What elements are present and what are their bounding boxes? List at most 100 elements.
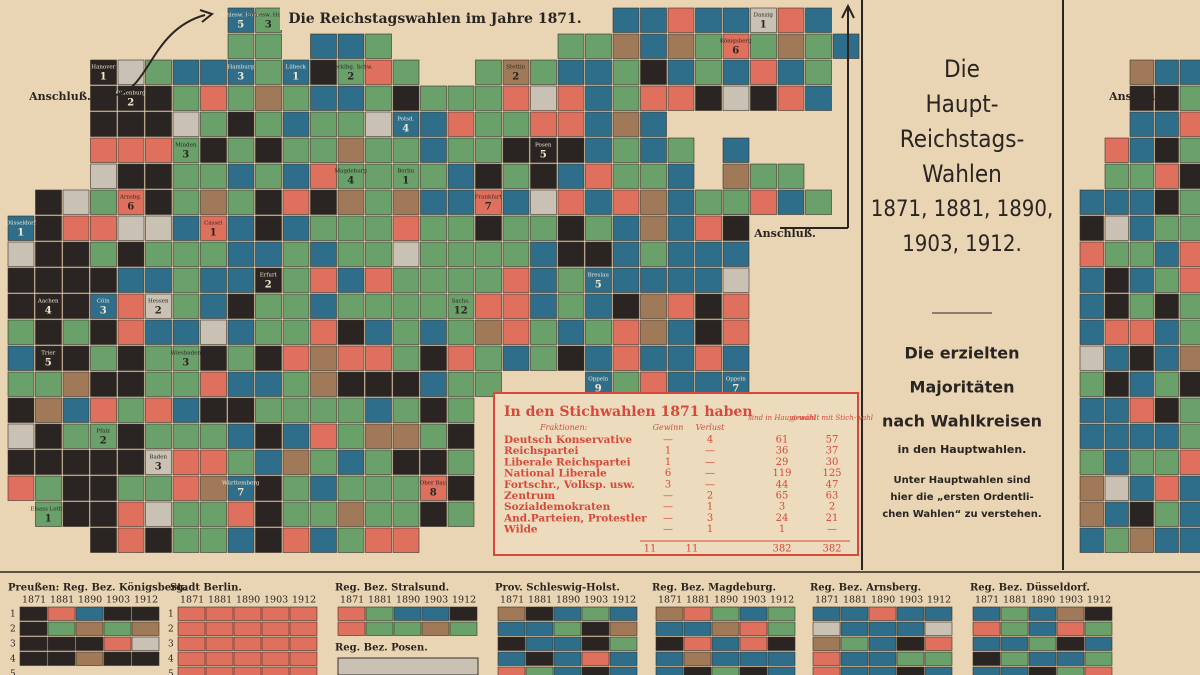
district-cell	[337, 293, 365, 319]
district-cell	[35, 397, 62, 423]
district-cell	[35, 241, 62, 267]
cell-number: 2	[127, 98, 134, 109]
region-cell	[924, 666, 953, 675]
table-cell: 6	[665, 468, 671, 479]
region-year: 1871	[22, 595, 46, 606]
panel-subtitle: Majoritäten	[910, 378, 1015, 397]
panel-note: chen Wahlen“ zu verstehen.	[882, 509, 1041, 520]
district-cell	[117, 189, 145, 215]
district-cell	[117, 371, 145, 397]
district-cell	[1079, 319, 1104, 345]
region-name: Reg. Bez. Posen.	[335, 643, 428, 654]
district-cell	[365, 293, 392, 319]
district-cell	[35, 215, 62, 241]
district-cell	[172, 293, 200, 319]
table-cell: 36	[776, 446, 789, 457]
district-cell	[1104, 137, 1129, 163]
region-cell	[261, 636, 290, 651]
district-cell	[722, 189, 750, 215]
district-cell	[255, 371, 282, 397]
district-cell	[1129, 371, 1154, 397]
district-cell	[1179, 475, 1200, 501]
district-cell	[750, 189, 777, 215]
district-cell	[35, 293, 62, 319]
district-cell	[640, 241, 667, 267]
region-cell	[739, 666, 768, 675]
district-cell	[365, 501, 392, 527]
district-cell	[585, 111, 612, 137]
region-cell	[683, 666, 712, 675]
district-cell	[640, 267, 667, 293]
district-cell	[365, 371, 392, 397]
region-cell	[840, 636, 869, 651]
region-cell	[497, 636, 526, 651]
district-cell	[667, 319, 695, 345]
district-cell	[7, 319, 35, 345]
district-cell	[502, 59, 530, 85]
region-cell	[421, 606, 450, 621]
cell-number: 4	[347, 176, 354, 187]
district-cell	[35, 371, 62, 397]
district-cell	[502, 215, 530, 241]
region-cell	[655, 621, 684, 636]
region-cell	[1056, 621, 1085, 636]
district-cell	[392, 215, 420, 241]
district-cell	[1129, 241, 1154, 267]
district-cell	[7, 423, 35, 449]
cell-label: Ober Bay.	[420, 481, 447, 487]
region-cell	[553, 606, 582, 621]
district-cell	[365, 319, 392, 345]
cell-number: 1	[760, 20, 767, 31]
district-cell	[502, 137, 530, 163]
district-cell	[612, 319, 640, 345]
table-cell: —	[663, 524, 673, 535]
district-cell	[585, 33, 612, 59]
district-cell	[145, 423, 172, 449]
district-cell	[282, 397, 310, 423]
region-cell	[609, 621, 638, 636]
region-cell	[525, 651, 554, 666]
district-cell	[117, 59, 145, 85]
row-number: 3	[10, 640, 16, 650]
cell-number: 5	[45, 358, 52, 369]
district-cell	[282, 215, 310, 241]
district-cell	[255, 33, 282, 59]
district-cell	[722, 85, 750, 111]
district-cell	[35, 345, 62, 371]
region-cell	[47, 651, 76, 666]
region-cell	[1084, 666, 1113, 675]
region-cell	[75, 621, 104, 636]
district-cell	[1179, 501, 1200, 527]
district-cell	[695, 85, 722, 111]
district-cell	[392, 163, 420, 189]
district-cell	[447, 319, 475, 345]
district-cell	[612, 267, 640, 293]
cell-label: Schlesw. Holst.	[247, 13, 290, 19]
district-cell	[255, 163, 282, 189]
table-total: 382	[822, 544, 841, 555]
district-cell	[90, 189, 117, 215]
district-cell	[1154, 371, 1179, 397]
district-cell	[392, 475, 420, 501]
region-cell	[75, 651, 104, 666]
region-year: 1903	[1059, 595, 1083, 606]
district-cell	[200, 449, 227, 475]
district-cell	[35, 423, 62, 449]
region-year: 1871	[180, 595, 204, 606]
district-cell	[557, 189, 585, 215]
region-cell	[711, 636, 740, 651]
district-cell	[420, 293, 447, 319]
region-name: Reg. Bez. Stralsund.	[335, 583, 449, 594]
district-cell	[227, 137, 255, 163]
district-cell	[420, 241, 447, 267]
cell-label: Hamburg	[227, 65, 254, 71]
region-cell	[261, 666, 290, 675]
district-cell	[200, 293, 227, 319]
district-cell	[255, 449, 282, 475]
district-cell	[227, 33, 255, 59]
district-cell	[172, 137, 200, 163]
district-cell	[447, 501, 475, 527]
table-cell: 63	[826, 491, 839, 502]
table-cell: Zentrum	[504, 490, 555, 502]
table-cell: 65	[776, 491, 789, 502]
